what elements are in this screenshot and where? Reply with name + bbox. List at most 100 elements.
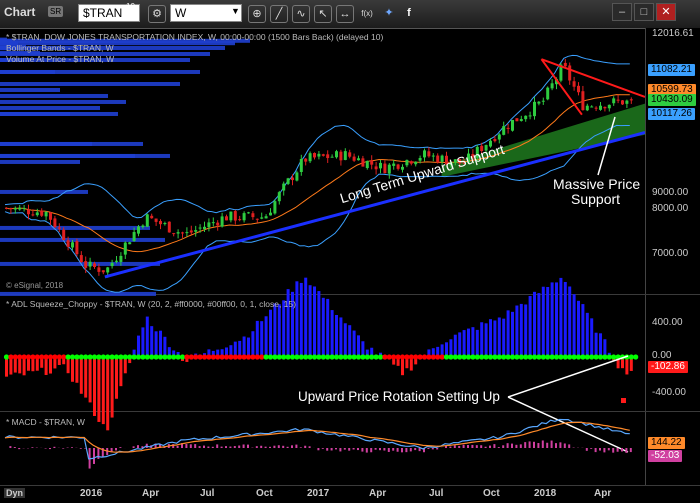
macd-histogram-bar [321,448,324,449]
macd-histogram-bar [555,443,557,448]
squeeze-dot [553,354,560,360]
macd-histogram-bar [519,444,522,448]
candle-body [458,159,462,164]
macd-histogram-bar [44,448,47,449]
gear-icon[interactable]: ⚙ [148,5,166,23]
adl-bar [5,357,8,377]
macd-histogram-bar [559,442,562,448]
candle-body [612,98,616,104]
macd-histogram-bar [467,445,469,448]
adl-bar [251,331,255,357]
squeeze-dot [267,354,274,360]
macd-histogram-bar [317,448,320,451]
adl-bar [220,349,224,357]
squeeze-dot [276,354,282,360]
adl-bar [238,340,242,357]
volume-at-price-bar [0,261,160,266]
squeeze-dot [320,354,326,360]
candle-body [379,162,382,169]
squeeze-dot [272,354,278,360]
adl-bar [502,318,506,357]
candle-body [291,177,294,181]
candle-body [471,153,475,158]
adl-bar [242,336,246,357]
facebook-icon[interactable]: f [407,7,411,19]
macd-histogram-bar [475,445,478,448]
macd-legend: * MACD - $TRAN, W [6,417,85,427]
close-button[interactable]: ✕ [656,3,676,21]
macd-histogram-bar [590,448,593,449]
squeeze-dot [311,354,318,360]
candle-body [387,164,391,174]
squeeze-dot [74,354,80,360]
symbol-input[interactable] [78,4,140,22]
candle-body [414,161,418,165]
interval-select[interactable] [170,4,242,22]
adl-axis[interactable]: 400.00 0.00 -102.86 -400.00 [645,295,700,411]
adl-bar [326,298,330,357]
volume-at-price-bar [0,141,143,146]
squeeze-dot [100,354,106,360]
candle-body [365,160,369,169]
dyn-button[interactable]: Dyn [4,488,26,498]
candle-body [577,85,580,93]
adl-bar [621,357,624,369]
macd-histogram-bar [423,448,425,453]
price-axis-label: 8000.00 [652,203,689,214]
macd-histogram-bar [528,441,531,448]
candle-body [497,134,501,140]
candle-body [418,158,422,161]
price-axis[interactable]: 12016.61 9000.00 8000.00 7000.00 11082.2… [645,28,700,294]
adl-bar [343,323,347,357]
candle-body [176,232,180,234]
cursor-icon[interactable]: ↖ [314,5,332,23]
x-axis-label: Oct [256,488,273,499]
minimize-button[interactable]: – [612,3,632,21]
macd-axis[interactable]: 144.22 -52.03 [645,412,700,485]
twitter-icon[interactable]: ✦ [384,7,394,19]
line-draw-icon[interactable]: ╱ [270,5,288,23]
macd-histogram-bar [260,445,263,448]
macd-histogram-bar [445,445,447,448]
chevron-down-icon[interactable]: ▼ [231,6,240,16]
adl-bar [625,357,629,375]
maximize-button[interactable]: □ [634,3,654,21]
squeeze-dot [461,354,467,360]
squeeze-dot [307,354,313,360]
macd-histogram-bar [137,445,139,448]
candle-body [585,105,589,111]
macd-histogram-bar [401,448,403,453]
squeeze-dot [395,354,401,360]
lower-band-tag: 10117.26 [648,108,695,120]
fx-icon[interactable]: f(x) [361,9,373,18]
candle-body [132,232,136,242]
squeeze-dot [56,354,62,360]
adl-bar [167,347,171,357]
candle-body [84,261,88,268]
adl-bar [401,357,404,376]
squeeze-dot [43,354,49,360]
candle-body [40,210,44,216]
adl-bar [436,346,440,357]
price-axis-label: 9000.00 [652,187,689,198]
candle-body [71,242,74,248]
macd-histogram-bar [9,446,12,448]
crosshair-icon[interactable]: ⊕ [248,5,266,23]
macd-histogram-bar [458,445,461,448]
candle-body [511,119,514,131]
macd-histogram-bar [194,444,197,448]
squeeze-dot [426,354,432,360]
volume-at-price-bar [0,87,60,92]
macd-histogram-bar [286,446,289,448]
curve-icon[interactable]: ∿ [292,5,310,23]
candle-body [453,159,457,163]
macd-histogram-bar [497,447,500,448]
squeeze-dot [536,354,542,360]
macd-histogram-tag: -52.03 [648,450,683,462]
candle-body [427,151,431,157]
macd-histogram-bar [515,444,518,448]
squeeze-dot [545,354,551,360]
candle-body [348,152,352,157]
arrows-icon[interactable]: ↔ [336,5,354,23]
macd-histogram-bar [84,448,87,449]
